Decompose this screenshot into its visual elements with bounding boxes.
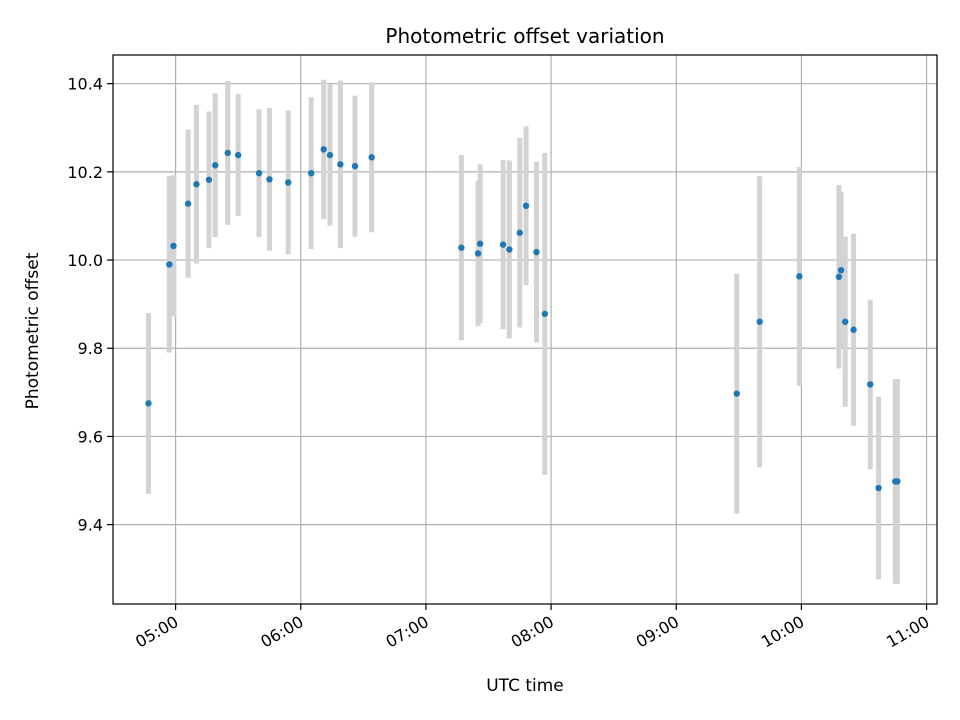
- data-point: [255, 169, 263, 177]
- data-point: [867, 381, 874, 388]
- data-point: [835, 273, 843, 281]
- data-point: [458, 244, 465, 251]
- data-point: [894, 478, 901, 485]
- data-point: [326, 151, 334, 159]
- data-point: [320, 146, 327, 153]
- y-tick-label: 10.0: [67, 251, 103, 270]
- data-point: [212, 162, 219, 169]
- data-point: [266, 176, 273, 183]
- data-point: [351, 162, 359, 170]
- data-point: [474, 250, 482, 257]
- data-point: [796, 273, 803, 280]
- data-point: [875, 484, 882, 492]
- data-point: [499, 241, 507, 248]
- data-point: [170, 242, 177, 250]
- data-point: [224, 149, 231, 157]
- data-point: [145, 400, 152, 407]
- data-point: [193, 181, 200, 188]
- data-point: [506, 246, 513, 253]
- data-point: [516, 229, 523, 236]
- data-point: [842, 318, 849, 325]
- data-point: [533, 248, 540, 256]
- data-point: [541, 310, 549, 318]
- y-tick-label: 9.8: [78, 339, 103, 358]
- chart-title: Photometric offset variation: [385, 24, 664, 48]
- data-point: [368, 154, 375, 161]
- y-tick-label: 10.4: [67, 75, 103, 94]
- markers: [145, 146, 901, 492]
- data-point: [166, 261, 173, 268]
- y-axis-ticks: 9.4 9.6 9.8 10.0 10.2 10.4: [67, 75, 113, 535]
- data-point: [307, 169, 315, 177]
- data-point: [476, 240, 484, 247]
- plot-frame: [112, 54, 938, 605]
- data-point: [234, 151, 242, 159]
- data-point: [205, 176, 213, 183]
- data-point: [756, 318, 763, 325]
- y-tick-label: 10.2: [67, 163, 103, 182]
- data-point: [850, 326, 857, 333]
- data-point: [837, 266, 845, 274]
- data-point: [285, 179, 292, 186]
- data-point: [522, 202, 530, 210]
- data-point: [337, 161, 344, 168]
- y-tick-label: 9.4: [78, 516, 103, 535]
- y-axis-title: Photometric offset: [23, 252, 43, 409]
- data-point: [733, 390, 740, 397]
- y-tick-label: 9.6: [78, 427, 103, 446]
- data-point: [184, 200, 192, 207]
- x-axis-title: UTC time: [486, 676, 564, 696]
